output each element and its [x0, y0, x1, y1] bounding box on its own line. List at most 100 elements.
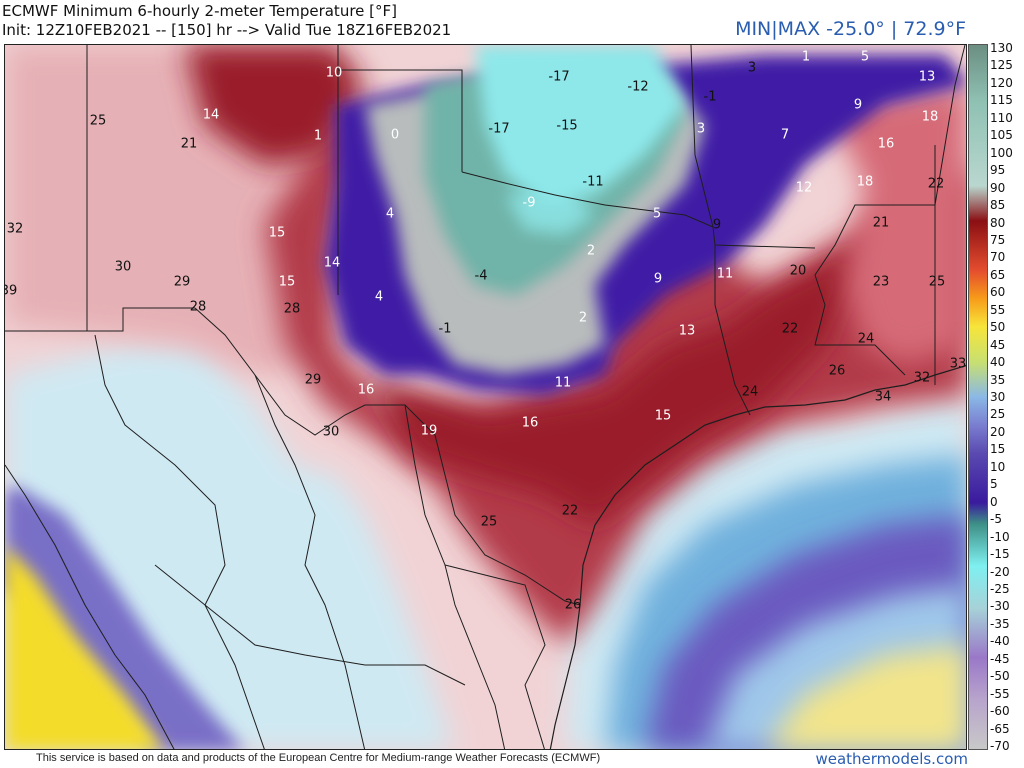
legend-tick: 110 — [990, 110, 1013, 125]
legend-tick: -10 — [990, 529, 1010, 544]
legend-tick: 45 — [990, 337, 1006, 352]
temperature-label: 22 — [562, 504, 579, 519]
mexico-state-3 — [404, 404, 506, 749]
temperature-label: 15 — [655, 409, 672, 424]
ok-ar-border — [690, 45, 714, 228]
temperature-label: 4 — [386, 207, 394, 222]
temperature-label: 25 — [90, 114, 107, 129]
cold-cyan-north — [475, 45, 685, 205]
ecmwf-credit: This service is based on data and produc… — [36, 752, 601, 764]
legend-tick: 60 — [990, 285, 1006, 300]
temperature-label: 14 — [203, 108, 220, 123]
legend-tick: 115 — [990, 93, 1013, 108]
legend-tick: 100 — [990, 145, 1013, 160]
legend-tick: -45 — [990, 651, 1010, 666]
temperature-label: 24 — [742, 385, 759, 400]
temperature-label: 1 — [314, 129, 322, 144]
temperature-label: -1 — [704, 90, 717, 105]
legend-tick: -5 — [990, 512, 1002, 527]
temperature-label: 33 — [950, 357, 967, 372]
temperature-label: 9 — [654, 272, 662, 287]
temperature-label: 29 — [305, 373, 322, 388]
boundary-lines — [5, 45, 966, 749]
sierra-madre-purple — [5, 485, 244, 749]
temperature-label: 24 — [858, 332, 875, 347]
legend-tick: 20 — [990, 424, 1006, 439]
legend-tick: -65 — [990, 721, 1010, 736]
color-scale-legend: 130 125 120 115 110 105 100 95 90 85 80 75 70 65 60 55 5… — [968, 41, 1024, 752]
temperature-label: 4 — [375, 290, 383, 305]
temperature-label: 16 — [878, 137, 895, 152]
temperature-map[interactable]: 10 -17 -12 -1 3 1 5 13 25 14 1 0 -17 -15 3 7 9 18 21 -11 16 1… — [4, 44, 967, 750]
legend-tick: 50 — [990, 320, 1006, 335]
temperature-label: -1 — [439, 322, 452, 337]
temperature-label: 22 — [928, 177, 945, 192]
temperature-label: 19 — [421, 424, 438, 439]
texas-red-zone — [265, 105, 966, 645]
temperature-label: -15 — [556, 119, 577, 134]
temperature-label: 18 — [857, 175, 874, 190]
temperature-label: 23 — [873, 275, 890, 290]
temperature-label: 2 — [579, 311, 587, 326]
temperature-label: 21 — [873, 216, 890, 231]
legend-tick: -15 — [990, 547, 1010, 562]
temperature-label: 21 — [181, 137, 198, 152]
legend-tick: 15 — [990, 442, 1006, 457]
legend-tick: 80 — [990, 215, 1006, 230]
legend-tick: -30 — [990, 599, 1010, 614]
temperature-label: 18 — [922, 110, 939, 125]
temperature-label: 5 — [861, 50, 869, 65]
temperature-label: 16 — [358, 383, 375, 398]
temperature-label: 3 — [748, 61, 756, 76]
legend-tick: 95 — [990, 163, 1006, 178]
legend-tick: 130 — [990, 41, 1013, 55]
temperature-label: 12 — [796, 181, 813, 196]
temperature-label: 0 — [391, 128, 399, 143]
legend-tick: -35 — [990, 616, 1010, 631]
mexico-state-1 — [94, 334, 265, 749]
gulf-yellow — [766, 645, 966, 749]
legend-tick: 75 — [990, 232, 1006, 247]
weathermodels-brand-link[interactable]: weathermodels.com — [815, 750, 968, 768]
temperature-label: 11 — [717, 267, 734, 282]
temperature-label: 26 — [829, 364, 846, 379]
red-river — [461, 171, 714, 228]
temperature-label: 28 — [284, 302, 301, 317]
legend-tick: 85 — [990, 198, 1006, 213]
legend-tick: 10 — [990, 459, 1006, 474]
mexico-gulf-coastline — [549, 604, 581, 749]
temperature-label: 20 — [790, 264, 807, 279]
temperature-label: -11 — [582, 175, 603, 190]
temperature-label: 15 — [269, 226, 286, 241]
temperature-label: 13 — [679, 324, 696, 339]
temperature-label: 9 — [713, 218, 721, 233]
temperature-label: 7 — [781, 128, 789, 143]
temperature-label: 28 — [190, 300, 207, 315]
temperature-label: 14 — [324, 256, 341, 271]
legend-tick: 35 — [990, 372, 1006, 387]
legend-tick: 40 — [990, 355, 1006, 370]
temperature-label: 10 — [326, 66, 343, 81]
temperature-label: -17 — [488, 122, 509, 137]
temperature-label: 22 — [782, 322, 799, 337]
mexico-state-5 — [444, 564, 546, 749]
legend-tick: 25 — [990, 407, 1006, 422]
pacific-yellow — [5, 545, 164, 749]
legend-tick: 70 — [990, 250, 1006, 265]
title-block: ECMWF Minimum 6-hourly 2-meter Temperatu… — [2, 2, 742, 40]
legend-tick: 125 — [990, 58, 1013, 73]
temperature-label: 30 — [323, 425, 340, 440]
temperature-label: 29 — [174, 275, 191, 290]
mexico-state-2 — [254, 374, 366, 749]
gulf-coastline — [579, 364, 966, 606]
legend-tick: -60 — [990, 704, 1010, 719]
color-scale-bar — [968, 44, 988, 750]
temperature-label: 15 — [279, 275, 296, 290]
temperature-label: 16 — [522, 416, 539, 431]
temperature-label: 34 — [875, 390, 892, 405]
mexico-state-4 — [154, 564, 466, 686]
temperature-label: 32 — [7, 222, 24, 237]
tx-la-border — [714, 245, 751, 416]
temperature-label: 32 — [914, 371, 931, 386]
central-texas-dark-red — [365, 245, 865, 525]
